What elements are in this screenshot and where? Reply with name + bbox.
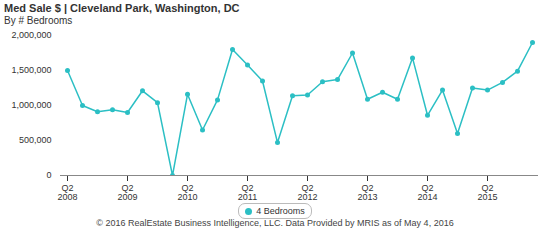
html-text:4 Bedrooms: 4 Bedrooms bbox=[256, 206, 305, 216]
svg-text:Q22012: Q22012 bbox=[297, 183, 317, 202]
html-text:© 2016 RealEstate Business Int: © 2016 RealEstate Business Intelligence,… bbox=[96, 218, 454, 228]
svg-text:Q22014: Q22014 bbox=[417, 183, 437, 202]
svg-text:Q22010: Q22010 bbox=[177, 183, 197, 202]
svg-text:1,500,000: 1,500,000 bbox=[11, 65, 51, 75]
svg-text:Q22013: Q22013 bbox=[357, 183, 377, 202]
html-text:Med Sale $ | Cleveland Park, W: Med Sale $ | Cleveland Park, Washington,… bbox=[4, 2, 240, 14]
svg-text:500,000: 500,000 bbox=[19, 135, 52, 145]
svg-text:2,000,000: 2,000,000 bbox=[11, 30, 51, 40]
svg-text:Q22011: Q22011 bbox=[238, 183, 257, 202]
svg-text:Q22008: Q22008 bbox=[57, 183, 77, 202]
svg-text:Q22015: Q22015 bbox=[477, 183, 497, 202]
svg-text:Q22009: Q22009 bbox=[117, 183, 137, 202]
html-text:By # Bedrooms: By # Bedrooms bbox=[4, 15, 73, 26]
svg-text:1,000,000: 1,000,000 bbox=[11, 100, 51, 110]
svg-text:0: 0 bbox=[46, 170, 51, 180]
